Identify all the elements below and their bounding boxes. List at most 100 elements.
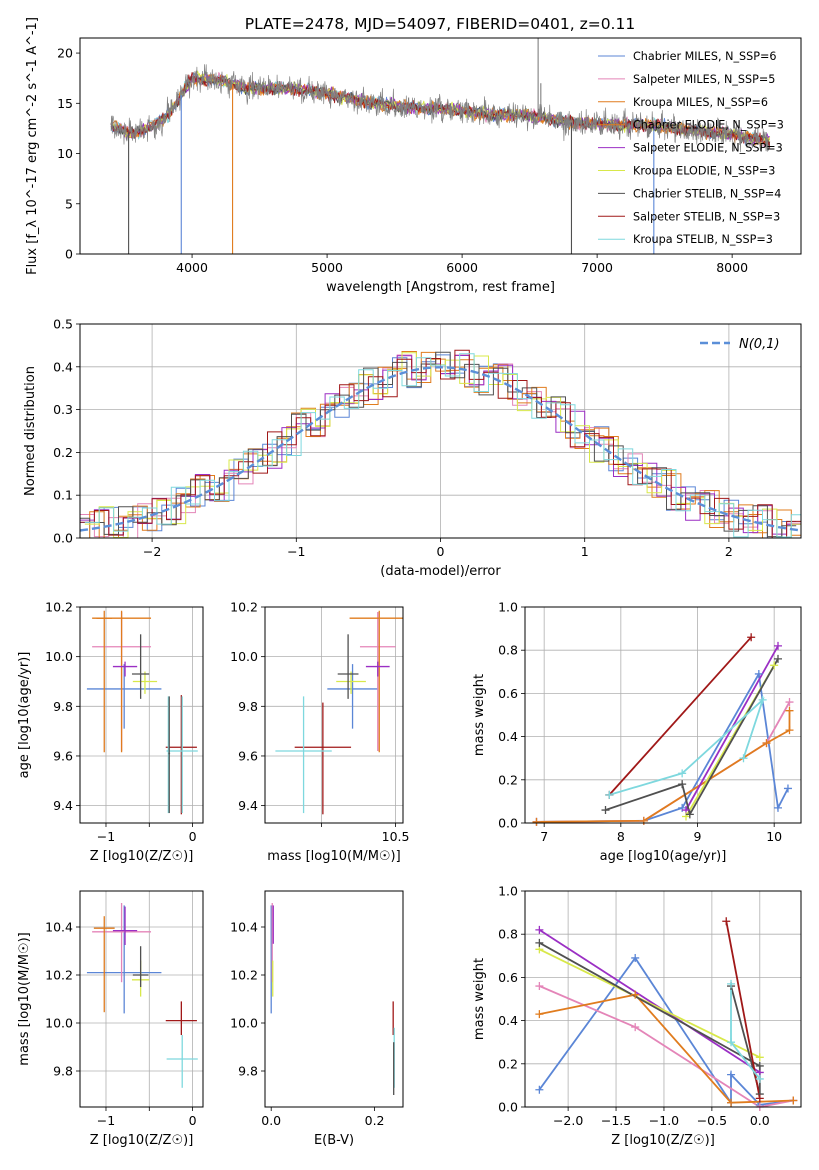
- tick-label-y: 0.2: [498, 772, 518, 787]
- tick-label-x: −1.5: [601, 1113, 631, 1128]
- data-line: [110, 64, 771, 153]
- tick-label-y: 1.0: [498, 884, 518, 899]
- axes-frame: [264, 606, 404, 824]
- tick-label-y: 9.6: [238, 748, 258, 763]
- tick-label-y: 10.0: [230, 649, 258, 664]
- tick-label-y: 0.6: [498, 686, 518, 701]
- weight-line: [539, 948, 761, 1059]
- ylabel-mass-Z: mass [log10(M/M☉)]: [17, 932, 32, 1065]
- legend-label: N(0,1): [739, 337, 780, 352]
- weight-line: [538, 929, 761, 1074]
- tick-label-x: 0: [189, 829, 197, 844]
- tick-label-x: 8: [617, 829, 625, 844]
- tick-label-y: 10.0: [45, 1016, 73, 1031]
- tick-label-x: 4000: [176, 260, 208, 275]
- plot-area-weight-age: [536, 636, 791, 823]
- plot-area-residuals: [80, 349, 801, 538]
- xlabel-mass-EBV: E(B-V): [314, 1133, 354, 1148]
- weight-marker: [758, 695, 767, 704]
- tick-label-y: 10.2: [45, 968, 73, 983]
- weight-marker: [785, 706, 794, 715]
- xlabel-mass-Z: Z [log10(Z/Z☉)]: [90, 1133, 194, 1148]
- tick-label-y: 15: [57, 96, 73, 111]
- axes-frame: [79, 606, 204, 824]
- weight-line: [608, 636, 752, 796]
- weight-marker: [785, 726, 794, 735]
- weight-line: [539, 985, 794, 1107]
- tick-label-y: 0.4: [498, 729, 518, 744]
- tick-label-y: 0.2: [53, 445, 73, 460]
- weight-marker: [605, 790, 614, 799]
- weight-marker: [727, 1098, 736, 1107]
- weight-marker: [722, 917, 731, 926]
- ylabel-weight-Z: mass weight: [472, 958, 487, 1040]
- histogram-step: [84, 352, 801, 538]
- weight-line: [605, 658, 779, 817]
- axes-residuals: −2 −1 0 1 2 0.0 0.1 0.2 0.3 0.4 0.5 (data-model)/er…: [23, 317, 802, 579]
- tick-label-y: 10.4: [45, 920, 73, 935]
- weight-marker: [639, 816, 648, 825]
- tick-label-y: 1.0: [498, 600, 518, 615]
- weight-marker: [727, 1038, 736, 1047]
- weight-line: [536, 701, 791, 823]
- axes-mass-EBV: 0.0 0.2 9.8 10.0 10.2 10.4 E(B-V): [230, 890, 404, 1148]
- tick-label-y: 9.8: [53, 699, 73, 714]
- tick-label-y: 10.4: [230, 920, 258, 935]
- axes-frame: [524, 606, 802, 824]
- weight-marker: [754, 669, 763, 678]
- weight-marker: [747, 633, 756, 642]
- tick-label-y: 0: [65, 247, 73, 262]
- plot-area-age-Z: [86, 610, 198, 815]
- tick-label-x: −2: [143, 544, 161, 559]
- weight-marker: [685, 810, 694, 819]
- tick-label-y: 0.8: [498, 927, 518, 942]
- plot-area-age-mass: [275, 610, 403, 815]
- axes-weight-Z: −2.0 −1.5 −1.0 −0.5 0.0 0.0 0.2 0.4 0.6 0.8 1.0 Z […: [472, 884, 802, 1148]
- axes-age-Z: −1 0 9.4 9.6 9.8 10.0 10.2 Z [log10(Z/Z☉)] age […: [17, 600, 204, 864]
- legend-label: Chabrier ELODIE, N_SSP=3: [633, 119, 784, 132]
- weight-marker: [535, 938, 544, 947]
- tick-label-y: 0.5: [53, 317, 73, 332]
- weight-marker: [631, 953, 640, 962]
- weight-marker: [783, 784, 792, 793]
- tick-label-y: 0.3: [53, 402, 73, 417]
- ylabel-age-Z: age [log10(age/yr)]: [17, 652, 32, 779]
- weight-marker: [727, 979, 736, 988]
- tick-label-y: 0.0: [53, 531, 73, 546]
- tick-label-x: 0: [437, 544, 445, 559]
- axes-weight-age: 7 8 9 10 0.0 0.2 0.4 0.6 0.8 1.0 age [log10(age/yr…: [472, 600, 802, 864]
- tick-label-x: 5000: [311, 260, 343, 275]
- tick-label-x: −1: [97, 1113, 115, 1128]
- weight-marker: [631, 990, 640, 999]
- tick-label-y: 0.1: [53, 488, 73, 503]
- plot-area-mass-EBV: [270, 903, 395, 1095]
- weight-marker: [755, 1053, 764, 1062]
- weight-marker: [535, 1085, 544, 1094]
- ylabel-residuals: Normed distribution: [23, 366, 38, 496]
- tick-label-x: 10: [766, 829, 782, 844]
- tick-label-y: 20: [57, 46, 73, 61]
- axes-frame: [524, 890, 802, 1108]
- weight-marker: [678, 769, 687, 778]
- weight-marker: [535, 1010, 544, 1019]
- weight-marker: [739, 754, 748, 763]
- weight-marker: [755, 1074, 764, 1083]
- weight-marker: [631, 1023, 640, 1032]
- weight-line: [536, 710, 791, 823]
- axes-frame: [79, 890, 204, 1108]
- tick-label-y: 9.8: [53, 1064, 73, 1079]
- weight-line: [730, 983, 761, 1080]
- legend-label: Chabrier STELIB, N_SSP=4: [633, 187, 781, 200]
- plot-area-mass-Z: [86, 903, 198, 1088]
- tick-label-y: 9.8: [238, 1064, 258, 1079]
- tick-label-x: 0: [189, 1113, 197, 1128]
- weight-marker: [678, 780, 687, 789]
- tick-label-y: 10.2: [45, 600, 73, 615]
- tick-label-y: 0.4: [53, 359, 73, 374]
- tick-label-x: 7000: [581, 260, 613, 275]
- tick-label-x: 9: [694, 829, 702, 844]
- legend-label: Kroupa STELIB, N_SSP=3: [633, 233, 773, 246]
- tick-label-x: 0.0: [750, 1113, 770, 1128]
- tick-label-y: 10.0: [45, 649, 73, 664]
